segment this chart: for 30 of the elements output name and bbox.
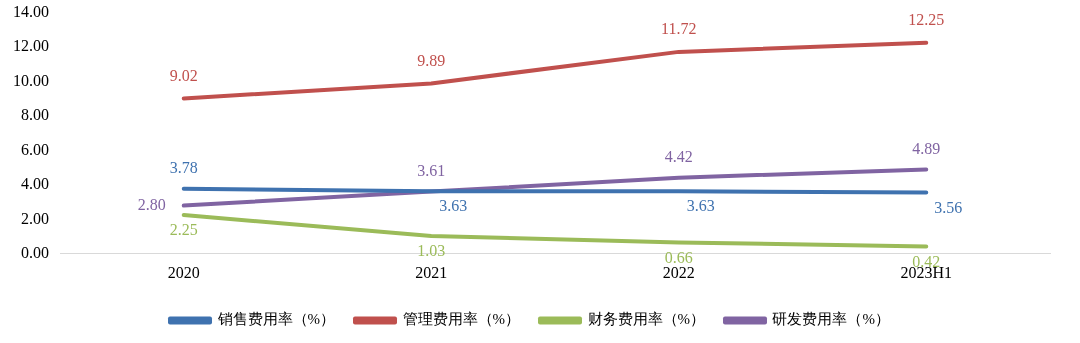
data-label: 2.25 — [169, 221, 198, 239]
data-label: 9.02 — [169, 66, 198, 84]
data-label: 12.25 — [908, 10, 945, 28]
legend-label: 研发费用率（%） — [772, 311, 890, 328]
data-label: 0.66 — [664, 248, 693, 266]
x-tick-label: 2022 — [662, 263, 695, 281]
y-tick-label: 2.00 — [21, 209, 49, 227]
data-label: 3.61 — [417, 161, 446, 179]
data-label: 1.03 — [417, 242, 446, 260]
y-tick-label: 12.00 — [13, 37, 49, 55]
y-tick-label: 10.00 — [13, 71, 49, 89]
y-tick-label: 4.00 — [21, 175, 49, 193]
y-tick-label: 14.00 — [13, 2, 49, 20]
y-tick-label: 6.00 — [21, 140, 49, 158]
data-label: 4.89 — [912, 139, 941, 157]
legend-label: 销售费用率（%） — [216, 311, 336, 328]
y-tick-label: 0.00 — [21, 244, 49, 261]
y-tick-label: 8.00 — [21, 106, 49, 124]
data-label: 2.80 — [137, 195, 166, 213]
data-label: 3.56 — [934, 198, 963, 216]
legend-label: 财务费用率（%） — [587, 311, 705, 328]
data-label: 4.42 — [664, 147, 693, 165]
data-label: 3.63 — [439, 197, 468, 215]
x-tick-label: 2020 — [167, 263, 200, 281]
data-label: 9.89 — [417, 51, 446, 69]
data-label: 3.78 — [169, 158, 198, 176]
data-label: 3.63 — [686, 197, 715, 215]
data-label: 11.72 — [661, 20, 697, 38]
x-tick-label: 2021 — [415, 263, 448, 281]
legend-label: 管理费用率（%） — [402, 311, 520, 328]
